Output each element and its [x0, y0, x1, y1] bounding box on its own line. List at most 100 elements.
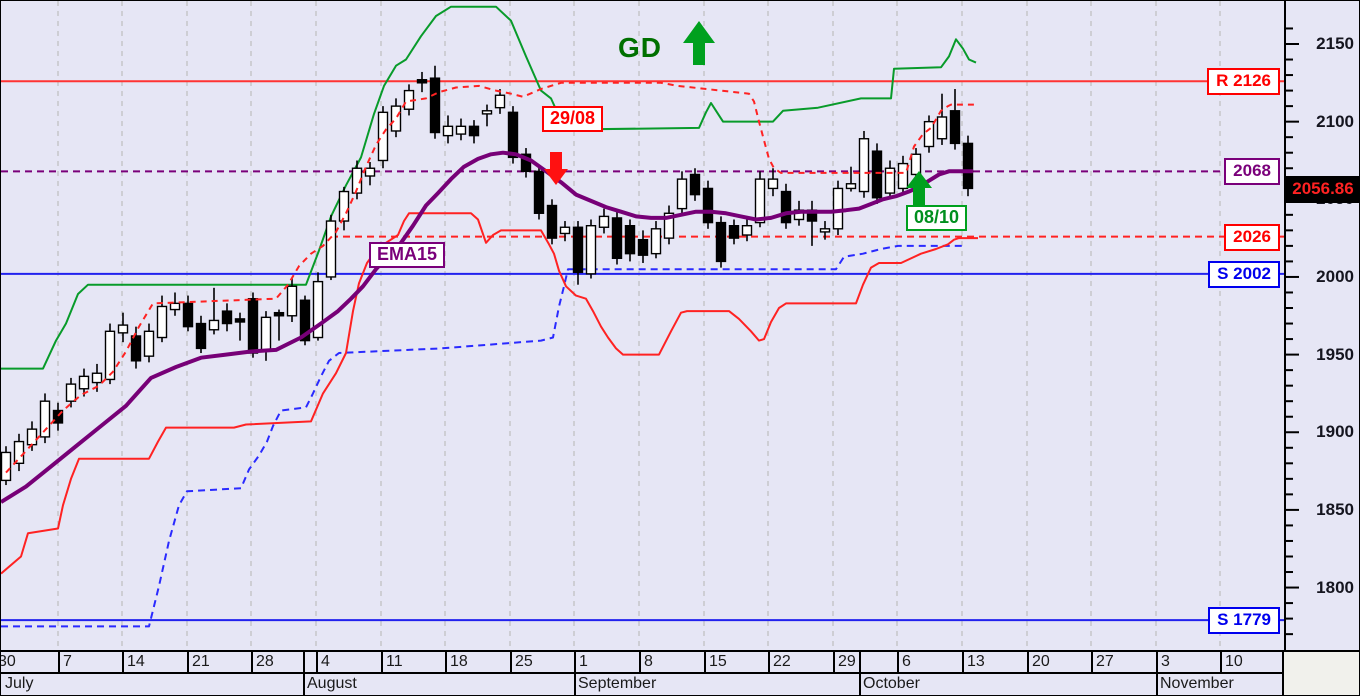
candle-up — [559, 226, 571, 235]
candle-up — [26, 428, 38, 446]
candle-up — [858, 138, 870, 193]
x-axis-divider — [639, 652, 641, 672]
candle-up — [481, 110, 493, 115]
x-axis-week-label: 13 — [967, 653, 985, 670]
candle-down — [689, 173, 701, 196]
level-label-s1779[interactable]: S 1779 — [1208, 607, 1280, 635]
candle-down — [507, 111, 519, 159]
candle-up — [741, 225, 753, 236]
candle-up — [663, 212, 675, 239]
x-axis-week-label: 4 — [321, 653, 330, 670]
buy-signal-label: 08/10 — [906, 205, 968, 231]
axis-corner — [1284, 650, 1359, 695]
sell-arrow-icon — [544, 169, 568, 185]
candle-down — [546, 204, 558, 239]
x-axis-divider — [510, 652, 512, 672]
x-axis-week-label: 15 — [709, 653, 727, 670]
candle-down — [221, 310, 233, 325]
candle-up — [143, 330, 155, 357]
candle-up — [338, 190, 350, 222]
last-price-marker: 2056.86 — [1285, 175, 1359, 203]
x-axis-week-label: 14 — [127, 653, 145, 670]
candle-up — [897, 162, 909, 190]
candle-down — [299, 299, 311, 342]
candle-down — [182, 302, 194, 328]
x-axis-divider — [187, 652, 189, 672]
candle-down — [234, 318, 246, 323]
x-axis-divider — [897, 652, 899, 672]
x-axis-divider — [704, 652, 706, 672]
x-axis-week-label: 29 — [838, 653, 856, 670]
candle-up — [260, 316, 272, 351]
y-axis-label: 1800 — [1316, 577, 1354, 597]
candle-up — [325, 220, 337, 278]
candle-up — [494, 94, 506, 109]
x-axis-week-label: 1 — [579, 653, 588, 670]
x-axis-divider — [859, 652, 861, 672]
x-axis-months-row: July August September October November — [1, 674, 1282, 695]
x-axis-divider — [303, 674, 305, 695]
candle-up — [650, 228, 662, 255]
sell-signal-label: 29/08 — [542, 106, 604, 132]
level-label-2068[interactable]: 2068 — [1224, 158, 1280, 186]
candle-up — [208, 319, 220, 331]
x-axis-week-label: 28 — [256, 653, 274, 670]
x-axis-week-label: 3 — [1161, 653, 1170, 670]
candle-down — [195, 322, 207, 350]
candle-down — [949, 110, 961, 145]
candle-up — [65, 383, 77, 402]
candle-up — [390, 105, 402, 132]
x-axis-divider — [1156, 674, 1158, 695]
candle-up — [585, 225, 597, 275]
x-axis-week-label: 30 — [1, 653, 16, 670]
candle-up — [754, 178, 766, 224]
candle-up — [39, 400, 51, 438]
x-axis-divider — [58, 652, 60, 672]
level-label-s2002[interactable]: S 2002 — [1208, 260, 1280, 288]
x-axis-week-label: 21 — [192, 653, 210, 670]
level-label-r2126[interactable]: R 2126 — [1207, 68, 1280, 96]
x-axis[interactable]: 3071421284111825181522296132027310 JulyA… — [1, 650, 1284, 695]
price-chart-plot[interactable] — [1, 1, 1284, 650]
x-axis-week-label: 20 — [1032, 653, 1050, 670]
x-axis-divider — [316, 652, 318, 672]
y-axis[interactable]: 21502100205020001950190018501800 — [1284, 1, 1359, 650]
candle-up — [910, 153, 922, 176]
x-axis-week-label: 22 — [773, 653, 791, 670]
candle-up — [78, 375, 90, 390]
candle-up — [13, 440, 25, 465]
series-lower-trail — [1, 212, 978, 575]
symbol-label: GD — [618, 32, 662, 63]
x-axis-month-label: November — [1160, 675, 1234, 692]
candle-up — [351, 167, 363, 194]
candle-down — [247, 297, 259, 354]
level-label-2026[interactable]: 2026 — [1224, 223, 1280, 251]
candle-up — [845, 183, 857, 190]
candle-down — [624, 225, 636, 255]
candle-up — [364, 167, 376, 177]
candle-up — [819, 228, 831, 233]
x-axis-month-label: July — [5, 675, 34, 692]
x-axis-month-label: September — [578, 675, 657, 692]
x-axis-week-label: 25 — [515, 653, 533, 670]
candle-down — [611, 217, 623, 260]
candle-down — [416, 79, 428, 84]
x-axis-week-label: 7 — [63, 653, 72, 670]
candle-down — [702, 187, 714, 224]
candle-down — [780, 190, 792, 224]
candle-up — [767, 178, 779, 190]
buy-arrow-shaft — [913, 187, 925, 205]
candle-up — [884, 167, 896, 194]
candle-up — [286, 285, 298, 317]
candle-up — [442, 125, 454, 137]
candle-up — [832, 187, 844, 230]
candle-down — [130, 335, 142, 362]
trend-up-arrow-icon — [682, 21, 715, 65]
series-stop-signal — [5, 81, 974, 474]
sell-arrow-shaft — [550, 152, 562, 170]
candle-down — [533, 170, 545, 214]
x-axis-month-label: August — [307, 675, 357, 692]
x-axis-divider — [1027, 652, 1029, 672]
candle-down — [572, 226, 584, 273]
candle-up — [455, 125, 467, 135]
